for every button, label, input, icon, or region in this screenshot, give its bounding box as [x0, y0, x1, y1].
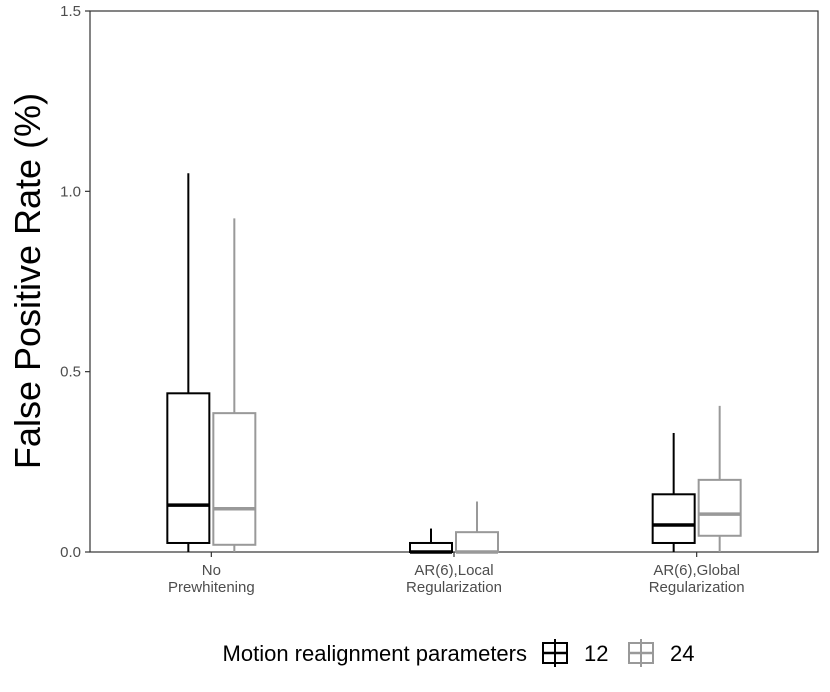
y-tick-label: 0.5	[60, 364, 81, 381]
y-tick-label: 0.0	[60, 544, 81, 561]
y-axis-title: False Positive Rate (%)	[7, 93, 48, 469]
y-tick-label: 1.0	[60, 183, 81, 200]
y-tick-label: 1.5	[60, 3, 81, 20]
box-iqr	[697, 478, 742, 537]
x-tick-label: AR(6),Global	[653, 562, 740, 579]
legend-key-24	[628, 639, 654, 667]
x-tick-label: Regularization	[649, 579, 745, 596]
legend-label: 24	[670, 641, 694, 666]
box-iqr	[651, 493, 696, 544]
x-tick-label: Prewhitening	[168, 579, 255, 596]
x-axis: NoPrewhiteningAR(6),LocalRegularizationA…	[168, 552, 745, 596]
legend-label: 12	[584, 641, 608, 666]
x-tick-label: Regularization	[406, 579, 502, 596]
box-24-2	[697, 405, 742, 552]
box-12-1	[409, 528, 453, 554]
x-tick-label: No	[202, 562, 221, 579]
x-tick-label: AR(6),Local	[414, 562, 493, 579]
legend-key-12	[542, 639, 568, 667]
boxes-layer	[166, 173, 742, 554]
legend-title: Motion realignment parameters	[223, 641, 527, 666]
y-axis: 0.0 0.5 1.0 1.5	[60, 3, 90, 561]
box-12-2	[651, 432, 696, 552]
box-iqr	[212, 412, 257, 546]
legend: Motion realignment parameters 12 24	[223, 639, 694, 667]
box-iqr	[455, 531, 499, 553]
box-12-0	[166, 173, 211, 552]
plot-panel	[89, 10, 819, 553]
box-24-0	[212, 218, 257, 552]
box-iqr	[166, 392, 211, 544]
box-24-1	[455, 501, 499, 554]
